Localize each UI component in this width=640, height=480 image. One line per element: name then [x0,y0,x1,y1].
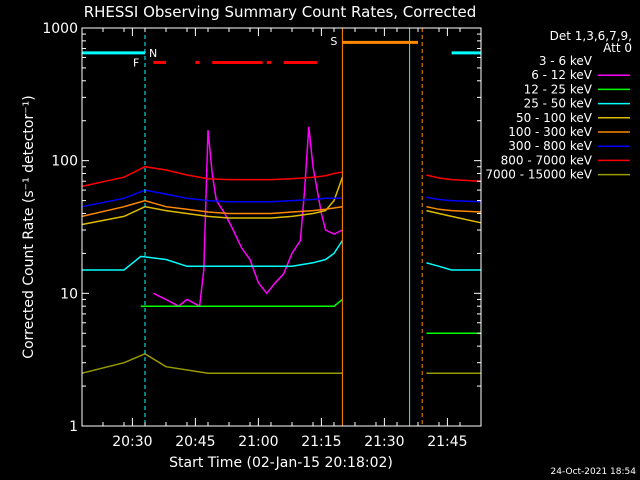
series-line [140,298,343,307]
y-tick-label: 100 [51,154,78,170]
series-line [81,199,343,218]
x-tick-label: 21:00 [238,434,278,450]
series-line [426,209,482,224]
saa-flag-label: S [330,35,337,48]
x-tick-label: 20:45 [175,434,215,450]
series-line [81,176,344,226]
x-axis: 20:30 20:45 21:00 21:15 21:30 21:45 [81,28,482,450]
y-tick-label: 1 [69,419,78,435]
series-line [82,240,344,271]
legend-label: 100 - 300 keV [508,125,592,139]
series-line [81,352,343,374]
legend-label: 25 - 50 keV [524,97,593,111]
legend-label: 3 - 6 keV [539,54,593,68]
series-line [153,126,343,308]
legend-label: 50 - 100 keV [516,111,593,125]
plot-frame [81,27,482,427]
y-tick-label: 1000 [42,21,78,37]
series-line [153,213,339,308]
timestamp: 24-Oct-2021 18:54 [551,467,637,477]
y-axis: 1 10 100 1000 [42,21,481,435]
x-tick-label: 21:15 [301,434,341,450]
legend-label: 800 - 7000 keV [501,153,593,167]
legend-label: 6 - 12 keV [531,68,593,82]
night-flag-label: N [149,47,157,60]
series-line [426,174,482,182]
x-axis-label: Start Time (02-Jan-15 20:18:02) [169,455,393,471]
flags-layer: NF S [82,28,482,426]
legend-header-1: Det 1,3,6,7,9, [550,29,632,43]
legend-label: 7000 - 15000 keV [485,168,592,182]
series-line [426,196,482,203]
x-tick-label: 21:45 [427,434,467,450]
legend-header-2: Att 0 [603,41,632,55]
chart-title: RHESSI Observing Summary Count Rates, Co… [84,3,477,21]
flare-flag-label: F [133,56,139,69]
y-tick-label: 10 [60,286,78,302]
series-line [426,262,481,271]
legend-label: 300 - 800 keV [508,139,592,153]
y-axis-label: Corrected Count Rate (s⁻¹ detector⁻¹) [21,95,37,358]
series-line [81,189,343,208]
x-tick-label: 21:30 [364,434,404,450]
series-layer [81,126,482,374]
legend-label: 12 - 25 keV [524,82,593,96]
series-line [81,165,343,188]
x-tick-label: 20:30 [112,434,152,450]
series-line [426,205,482,213]
